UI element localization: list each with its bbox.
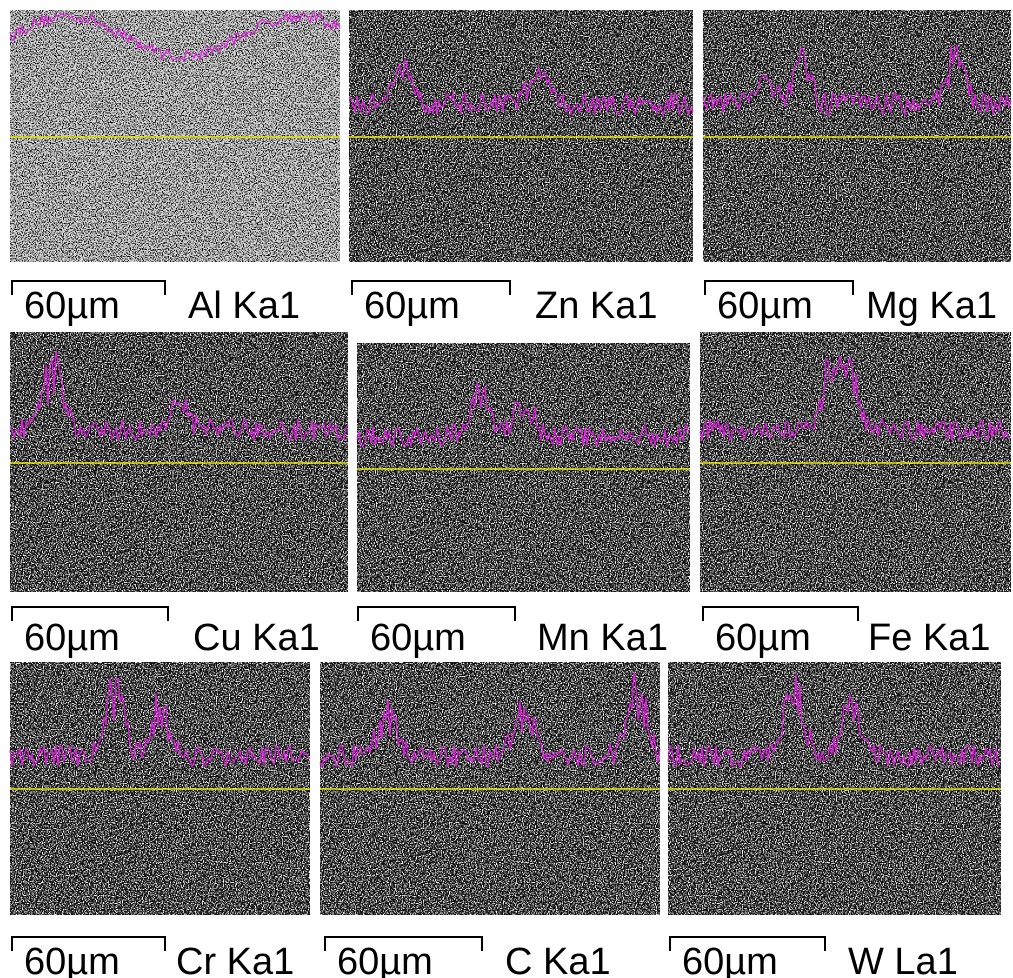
element-label: Fe Ka1: [868, 617, 991, 659]
element-label: C Ka1_: [505, 941, 633, 978]
scale-label: 60µm: [24, 941, 120, 978]
scale-label: 60µm: [370, 617, 466, 659]
element-label: Zn Ka1: [535, 285, 658, 327]
element-label: Cu Ka1: [193, 617, 320, 659]
scale-label: 60µm: [337, 941, 433, 978]
element-map-noise: [700, 332, 1011, 592]
scale-bar: [11, 606, 169, 621]
scale-bar: [704, 280, 854, 295]
scale-label: 60µm: [364, 285, 460, 327]
line-profile: [319, 671, 661, 769]
element-label: W La1: [848, 941, 958, 978]
scale-label: 60µm: [717, 285, 813, 327]
element-map-noise: [10, 332, 348, 592]
line-profile: [348, 58, 694, 118]
line-profile: [9, 10, 341, 63]
scale-bar: [11, 936, 166, 951]
line-profile: [702, 44, 1012, 117]
element-map-noise: [349, 10, 693, 262]
element-label: Cr Ka1: [176, 941, 294, 978]
line-profile: [699, 355, 1011, 442]
scale-label: 60µm: [24, 617, 120, 659]
scale-bar: [351, 280, 511, 295]
line-profile: [9, 350, 349, 442]
scale-bar: [324, 936, 483, 951]
scale-bar: [702, 606, 859, 621]
line-profile: [667, 673, 1001, 769]
element-map-noise: [10, 10, 340, 262]
scale-bar: [357, 606, 516, 621]
line-profile: [356, 381, 690, 448]
element-label: Mg Ka1: [866, 285, 997, 327]
element-map-noise: [357, 343, 690, 592]
scale-label: 60µm: [715, 617, 811, 659]
element-map-noise: [703, 10, 1011, 262]
scale-label: 60µm: [24, 285, 120, 327]
scale-label: 60µm: [682, 941, 778, 978]
scale-bar: [11, 280, 166, 295]
scale-bar: [669, 936, 826, 951]
element-label: Al Ka1: [188, 285, 300, 327]
line-profile: [9, 677, 311, 768]
element-label: Mn Ka1: [537, 617, 668, 659]
